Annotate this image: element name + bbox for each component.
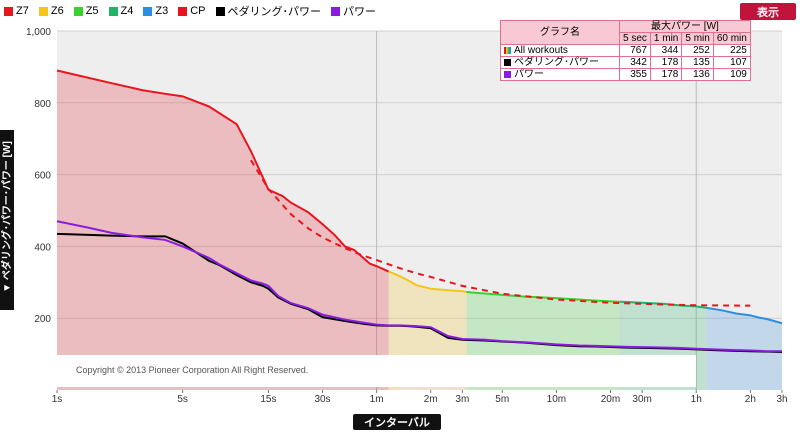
zone-fill-z3 bbox=[706, 307, 782, 390]
table-cell: 342 bbox=[619, 56, 651, 69]
legend-swatch bbox=[143, 6, 153, 16]
legend-item[interactable]: Z7 bbox=[4, 5, 29, 17]
max-power-table: グラフ名 最大パワー [W] 5 sec 1 min 5 min 60 min All… bbox=[500, 20, 751, 81]
table-cell: 109 bbox=[712, 68, 751, 81]
y-tick-label: 800 bbox=[34, 99, 51, 110]
legend-item[interactable]: CP bbox=[178, 5, 206, 17]
axis-ticks: 200 400 600 800 1,000 1s 5s 15s 30s 1m 2m 3m 5m 10m 20… bbox=[26, 27, 788, 405]
all-workouts-line-z3 bbox=[706, 306, 783, 325]
y-tick-label: 600 bbox=[34, 171, 51, 182]
legend-swatch bbox=[215, 6, 225, 16]
y-tick-label: 400 bbox=[34, 242, 51, 253]
zone-fills bbox=[56, 69, 783, 391]
all-workouts-line-z4 bbox=[619, 300, 707, 309]
x-tick-label: 20m bbox=[601, 394, 620, 405]
table-row-label: ペダリング･パワー bbox=[514, 57, 599, 68]
legend-swatch bbox=[38, 6, 48, 16]
black-square-icon bbox=[504, 58, 511, 66]
table-cell: 135 bbox=[681, 56, 714, 69]
show-button[interactable]: 表示 bbox=[740, 3, 796, 20]
copyright-text: Copyright © 2013 Pioneer Corporation All… bbox=[76, 365, 309, 375]
chart-legend: Z7 Z6 Z5 Z4 Z3 CP ペダリング･パワー パワー bbox=[0, 0, 376, 22]
bars-icon bbox=[504, 46, 511, 54]
table-row-name: ペダリング･パワー bbox=[500, 56, 620, 69]
table-duration-header: 5 sec bbox=[619, 32, 651, 45]
x-tick-label: 30m bbox=[632, 394, 651, 405]
table-duration-header: 1 min bbox=[649, 32, 683, 45]
series-lines bbox=[56, 159, 783, 353]
table-row-name: パワー bbox=[500, 68, 620, 81]
table-cell: 355 bbox=[619, 68, 651, 81]
legend-swatch bbox=[108, 6, 118, 16]
x-tick-label: 1h bbox=[691, 394, 702, 405]
legend-label: Z7 bbox=[16, 5, 29, 17]
table-cell: 252 bbox=[681, 44, 714, 57]
table-row: ペダリング･パワー 342 178 135 107 bbox=[500, 56, 751, 69]
legend-item[interactable]: Z5 bbox=[73, 5, 99, 17]
table-cell: 344 bbox=[649, 44, 683, 57]
x-tick-label: 5m bbox=[495, 394, 509, 405]
y-tick-label: 1,000 bbox=[26, 27, 51, 38]
table-cell: 178 bbox=[649, 68, 683, 81]
table-row: パワー 355 178 136 109 bbox=[500, 68, 751, 81]
table-duration-header: 60 min bbox=[712, 32, 751, 45]
table-cell: 225 bbox=[712, 44, 751, 57]
legend-label: Z5 bbox=[85, 5, 99, 17]
legend-swatch bbox=[331, 6, 340, 16]
table-row-label: All workouts bbox=[514, 45, 568, 56]
legend-item[interactable]: ペダリング･パワー bbox=[215, 3, 322, 19]
copyright-bar bbox=[0, 355, 696, 387]
x-tick-label: 30s bbox=[314, 394, 330, 405]
x-axis-title[interactable]: インターバル bbox=[353, 414, 441, 430]
table-cell: 178 bbox=[649, 56, 683, 69]
y-axis-title: ▼ ペダリング･パワー･パワー [W] bbox=[2, 141, 13, 293]
chart-grid bbox=[57, 30, 782, 390]
legend-label: Z6 bbox=[50, 5, 64, 17]
all-workouts-line-z6 bbox=[388, 270, 467, 293]
zone-fill-z7 bbox=[57, 70, 389, 391]
table-cell: 767 bbox=[619, 44, 651, 57]
x-tick-label: 10m bbox=[547, 394, 566, 405]
x-tick-label: 3h bbox=[776, 394, 787, 405]
power-line bbox=[56, 220, 782, 353]
purple-square-icon bbox=[504, 70, 511, 78]
table-cell: 107 bbox=[712, 56, 751, 69]
x-tick-label: 1m bbox=[370, 394, 384, 405]
legend-swatch bbox=[4, 6, 13, 16]
cp-curve bbox=[250, 159, 751, 307]
table-header-group: 最大パワー [W] bbox=[619, 20, 751, 33]
legend-swatch bbox=[73, 6, 83, 16]
x-tick-label: 3m bbox=[455, 394, 469, 405]
x-tick-label: 15s bbox=[260, 394, 276, 405]
y-axis-title-box[interactable]: ▼ ペダリング･パワー･パワー [W] bbox=[0, 130, 14, 310]
y-tick-label: 200 bbox=[34, 314, 51, 325]
x-tick-label: 2h bbox=[745, 394, 756, 405]
all-workouts-line-z7 bbox=[56, 69, 390, 273]
legend-item[interactable]: Z3 bbox=[143, 5, 168, 17]
table-row-name: All workouts bbox=[500, 44, 620, 57]
x-tick-label: 1s bbox=[52, 394, 63, 405]
x-tick-label: 2m bbox=[424, 394, 438, 405]
legend-label: Z3 bbox=[155, 5, 169, 17]
table-header-name: グラフ名 bbox=[500, 20, 620, 45]
legend-label: Z4 bbox=[120, 5, 134, 17]
table-duration-header: 5 min bbox=[681, 32, 714, 45]
legend-item[interactable]: パワー bbox=[331, 3, 376, 19]
legend-label: ペダリング･パワー bbox=[227, 6, 322, 18]
table-row-label: パワー bbox=[514, 69, 544, 80]
legend-item[interactable]: Z4 bbox=[108, 5, 134, 17]
legend-label: パワー bbox=[343, 6, 376, 18]
plot-area bbox=[57, 31, 782, 390]
legend-item[interactable]: Z6 bbox=[38, 5, 64, 17]
x-tick-label: 5s bbox=[177, 394, 188, 405]
table-row: All workouts 767 344 252 225 bbox=[500, 44, 751, 57]
legend-label: CP bbox=[190, 5, 206, 17]
legend-swatch bbox=[178, 6, 188, 16]
table-cell: 136 bbox=[681, 68, 714, 81]
